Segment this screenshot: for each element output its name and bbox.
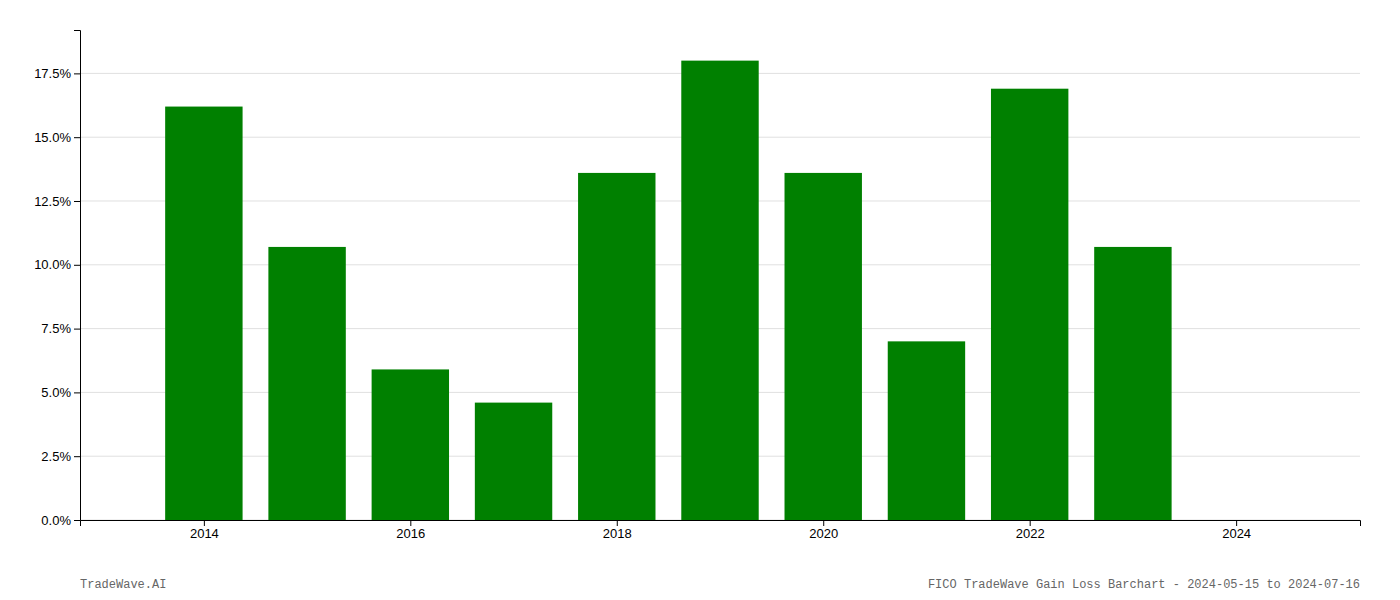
- x-tick: 2016: [396, 520, 425, 541]
- x-tick: 2024: [1222, 520, 1251, 541]
- y-tick-label: 5.0%: [41, 385, 71, 400]
- x-tick: 2018: [603, 520, 632, 541]
- bar: [1094, 247, 1171, 520]
- x-tick: 2020: [809, 520, 838, 541]
- x-tick-mark: [1030, 520, 1031, 526]
- bar: [991, 89, 1068, 520]
- y-tick-label: 12.5%: [34, 194, 71, 209]
- chart: 2014 2016 2018 2020 2022 2024 0.0% 2.5% 5.0% 7.5%…: [0, 0, 1400, 600]
- y-tick-label: 7.5%: [41, 321, 71, 336]
- y-tick: 0.0%: [41, 513, 80, 528]
- x-tick-label: 2016: [396, 526, 425, 541]
- y-axis: 0.0% 2.5% 5.0% 7.5% 10.0% 12.5% 15.0% 17.5%: [34, 31, 80, 528]
- bar: [578, 173, 655, 520]
- x-axis: 2014 2016 2018 2020 2022 2024: [81, 520, 1361, 541]
- x-tick-label: 2022: [1016, 526, 1045, 541]
- x-tick-label: 2020: [809, 526, 838, 541]
- y-axis-line: [74, 31, 81, 521]
- y-tick: 2.5%: [41, 449, 80, 464]
- y-tick: 12.5%: [34, 194, 80, 209]
- x-tick-mark: [617, 520, 618, 526]
- bar: [475, 403, 552, 520]
- bar: [372, 369, 449, 520]
- y-tick: 10.0%: [34, 257, 80, 272]
- footers: TradeWave.AI FICO TradeWave Gain Loss Bar…: [80, 578, 1360, 592]
- x-tick: 2022: [1016, 520, 1045, 541]
- y-tick-label: 10.0%: [34, 257, 71, 272]
- y-tick-mark: [74, 329, 80, 330]
- bar: [681, 61, 758, 520]
- y-tick: 15.0%: [34, 130, 80, 145]
- bar: [888, 341, 965, 520]
- y-tick-mark: [74, 201, 80, 202]
- y-tick-mark: [74, 520, 80, 521]
- y-tick-label: 0.0%: [41, 513, 71, 528]
- plot-area: [165, 61, 1171, 520]
- y-tick: 7.5%: [41, 321, 80, 336]
- x-tick-label: 2018: [603, 526, 632, 541]
- y-tick-mark: [74, 137, 80, 138]
- footer-right: FICO TradeWave Gain Loss Barchart - 2024…: [928, 578, 1360, 592]
- y-tick-mark: [74, 392, 80, 393]
- x-axis-line: [81, 521, 1361, 527]
- x-tick-label: 2024: [1222, 526, 1251, 541]
- x-tick: 2014: [190, 520, 219, 541]
- x-tick-mark: [204, 520, 205, 526]
- y-tick-label: 2.5%: [41, 449, 71, 464]
- x-tick-mark: [823, 520, 824, 526]
- bar: [268, 247, 345, 520]
- y-tick-label: 17.5%: [34, 66, 71, 81]
- y-tick-mark: [74, 456, 80, 457]
- x-tick-mark: [1236, 520, 1237, 526]
- x-tick-label: 2014: [190, 526, 219, 541]
- bar: [785, 173, 862, 520]
- footer-left: TradeWave.AI: [80, 578, 166, 592]
- y-tick-label: 15.0%: [34, 130, 71, 145]
- y-tick: 17.5%: [34, 66, 80, 81]
- x-tick-mark: [410, 520, 411, 526]
- bar: [165, 107, 242, 520]
- y-tick: 5.0%: [41, 385, 80, 400]
- y-tick-mark: [74, 73, 80, 74]
- y-tick-mark: [74, 265, 80, 266]
